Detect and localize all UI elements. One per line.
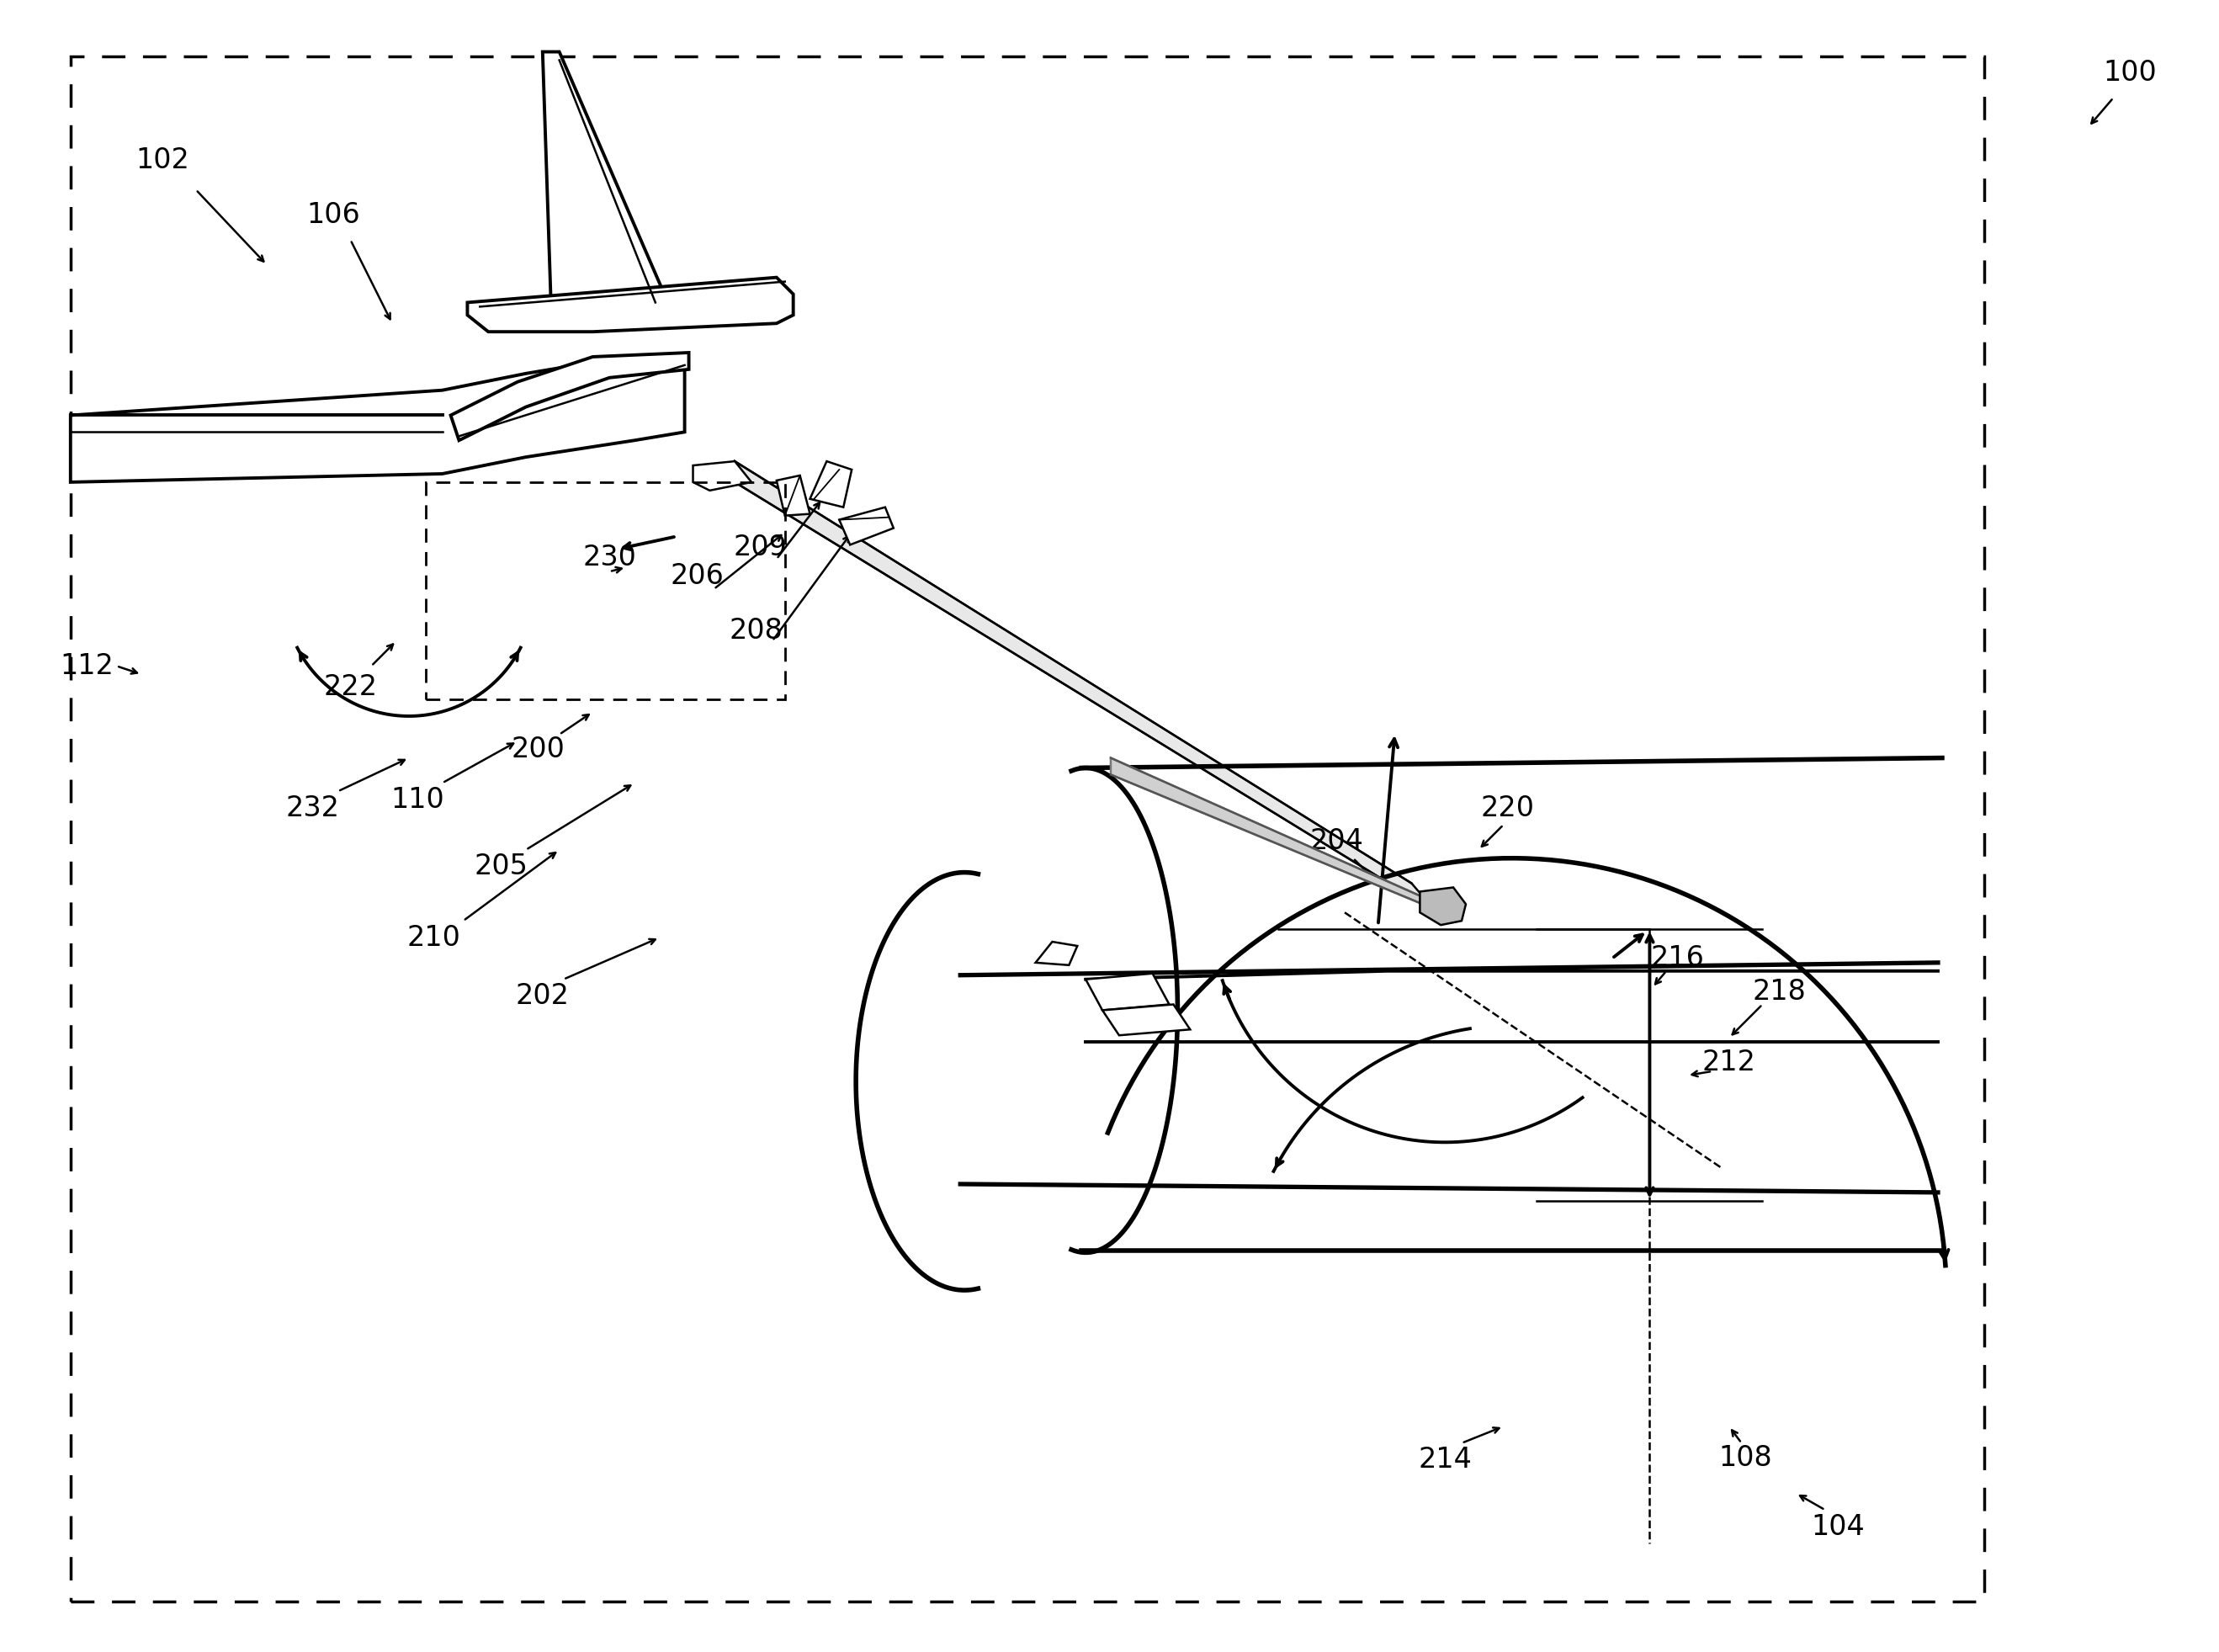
- Text: 216: 216: [1651, 945, 1704, 973]
- Polygon shape: [961, 963, 1937, 1193]
- Text: 202: 202: [515, 983, 570, 1009]
- Polygon shape: [839, 507, 894, 545]
- Text: 204: 204: [1309, 828, 1362, 856]
- Polygon shape: [1420, 887, 1467, 925]
- Polygon shape: [71, 357, 686, 482]
- Bar: [71, 56, 1984, 1602]
- Text: 100: 100: [2104, 59, 2157, 86]
- Text: 205: 205: [475, 852, 528, 881]
- Text: 212: 212: [1702, 1049, 1755, 1077]
- Text: 214: 214: [1418, 1446, 1471, 1474]
- Text: 222: 222: [324, 672, 377, 700]
- Text: 110: 110: [391, 786, 444, 813]
- Text: 106: 106: [306, 202, 359, 228]
- Text: 200: 200: [513, 735, 566, 763]
- Text: 102: 102: [135, 147, 189, 175]
- Text: 208: 208: [728, 616, 783, 644]
- Polygon shape: [692, 461, 752, 491]
- Polygon shape: [734, 461, 1436, 912]
- Text: 104: 104: [1811, 1513, 1864, 1541]
- Polygon shape: [777, 476, 810, 515]
- Polygon shape: [1103, 1004, 1189, 1036]
- Text: 218: 218: [1753, 978, 1806, 1006]
- Polygon shape: [544, 51, 668, 311]
- Text: 112: 112: [60, 653, 113, 681]
- Text: 230: 230: [584, 544, 637, 572]
- Text: 108: 108: [1720, 1444, 1773, 1472]
- Bar: [426, 482, 786, 699]
- Polygon shape: [1036, 942, 1078, 965]
- Polygon shape: [810, 461, 852, 507]
- Text: 206: 206: [670, 562, 723, 590]
- Polygon shape: [1112, 758, 1436, 910]
- Text: 232: 232: [286, 795, 340, 823]
- Polygon shape: [468, 278, 792, 332]
- Text: 220: 220: [1480, 795, 1536, 823]
- Polygon shape: [1085, 973, 1169, 1011]
- Polygon shape: [1085, 971, 1937, 1042]
- Text: 210: 210: [406, 923, 462, 952]
- Text: 209: 209: [732, 534, 788, 562]
- Polygon shape: [450, 352, 688, 441]
